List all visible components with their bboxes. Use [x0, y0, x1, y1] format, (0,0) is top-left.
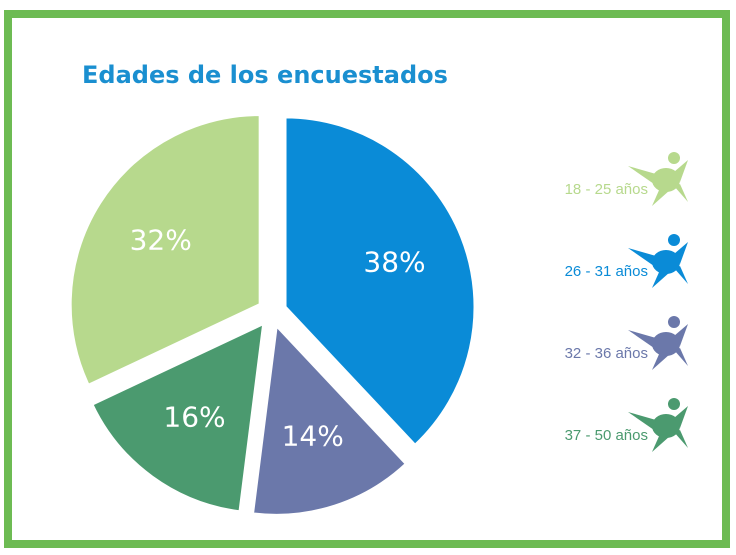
chart-title: Edades de los encuestados — [82, 61, 448, 89]
turtle-head — [668, 234, 680, 246]
slice-label: 16% — [163, 401, 225, 434]
turtle-head — [668, 152, 680, 164]
slice-label: 32% — [130, 223, 192, 256]
page: {"chart_data": {"type": "pie", "title": … — [0, 0, 736, 555]
slice-label: 14% — [282, 419, 344, 452]
legend-label: 32 - 36 años — [565, 345, 648, 362]
legend-label: 18 - 25 años — [565, 181, 648, 198]
turtle-head — [668, 398, 680, 410]
chart: Edades de los encuestados 32% 38% 14% 16% 1… — [0, 0, 736, 555]
legend-label: 37 - 50 años — [565, 427, 648, 444]
turtle-head — [668, 316, 680, 328]
slice-label: 38% — [363, 245, 425, 278]
legend-label: 26 - 31 años — [565, 263, 648, 280]
